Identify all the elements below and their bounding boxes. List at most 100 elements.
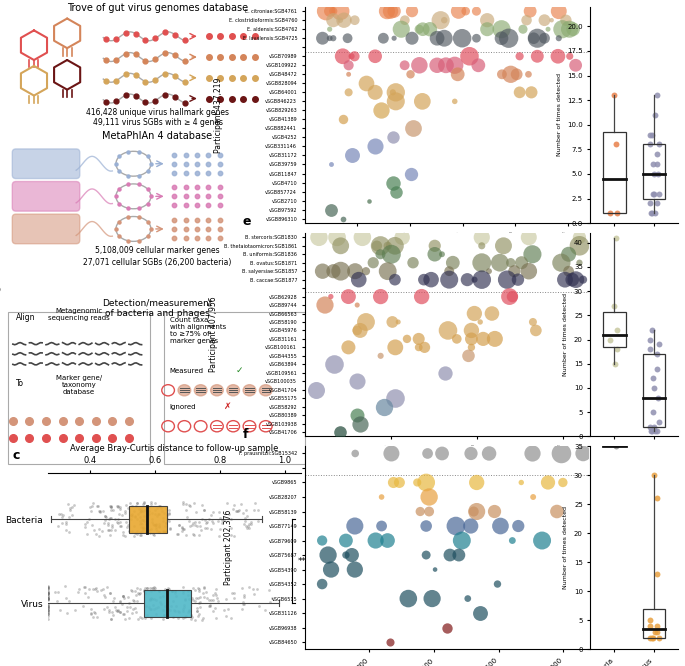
- Point: [123, 591, 134, 602]
- Point: [159, 609, 170, 620]
- Point: [164, 524, 175, 535]
- Point: [125, 602, 136, 613]
- Point: [447, 257, 458, 268]
- Point: [190, 517, 201, 527]
- Point: [199, 505, 210, 515]
- Point: [166, 601, 177, 611]
- Point: [228, 500, 239, 510]
- Point: [506, 257, 516, 268]
- Point: [574, 257, 585, 268]
- Point: [94, 523, 105, 534]
- Point: [645, 633, 656, 643]
- Point: [200, 515, 211, 525]
- Point: [138, 521, 149, 532]
- Point: [201, 517, 212, 528]
- Point: [401, 334, 412, 344]
- Point: [644, 621, 655, 631]
- Point: [42, 587, 53, 597]
- Point: [527, 316, 538, 327]
- Point: [140, 583, 151, 593]
- Point: [192, 583, 203, 593]
- Point: [88, 606, 99, 617]
- Point: [55, 605, 66, 615]
- Point: [390, 87, 401, 98]
- Point: [42, 593, 53, 603]
- Point: [227, 587, 238, 598]
- Point: [503, 33, 514, 43]
- Point: [571, 274, 582, 285]
- Point: [346, 51, 357, 61]
- Point: [653, 339, 664, 350]
- Point: [160, 517, 171, 528]
- Point: [203, 601, 214, 611]
- Point: [556, 448, 567, 459]
- Point: [153, 585, 164, 596]
- Point: [79, 587, 90, 598]
- Point: [238, 508, 249, 519]
- Point: [648, 188, 659, 199]
- Point: [42, 611, 53, 621]
- Circle shape: [227, 385, 240, 396]
- Point: [504, 291, 515, 302]
- Point: [106, 521, 117, 532]
- Point: [610, 358, 621, 369]
- Point: [57, 518, 68, 529]
- Point: [157, 591, 168, 601]
- Point: [129, 511, 140, 521]
- Point: [133, 509, 144, 519]
- Point: [164, 523, 175, 533]
- Point: [42, 588, 53, 599]
- Text: Measured: Measured: [170, 368, 203, 374]
- Point: [243, 522, 254, 533]
- Point: [166, 586, 177, 597]
- Point: [551, 506, 562, 517]
- Point: [131, 498, 142, 509]
- Point: [111, 605, 122, 616]
- Point: [387, 87, 398, 98]
- Point: [195, 521, 206, 531]
- Point: [146, 603, 157, 614]
- Point: [107, 595, 118, 606]
- Point: [121, 602, 132, 613]
- Point: [58, 509, 68, 520]
- Point: [225, 613, 236, 623]
- Point: [368, 257, 379, 268]
- Point: [115, 607, 126, 617]
- Point: [49, 587, 60, 597]
- Point: [212, 515, 223, 526]
- Point: [335, 15, 346, 25]
- Point: [163, 515, 174, 526]
- Point: [168, 595, 179, 606]
- Point: [651, 621, 662, 631]
- Point: [42, 614, 53, 625]
- Point: [42, 593, 53, 604]
- Point: [645, 615, 656, 625]
- Point: [390, 342, 401, 353]
- Point: [170, 586, 181, 597]
- Point: [382, 240, 393, 251]
- Text: 416,428 unique virus hallmark genes: 416,428 unique virus hallmark genes: [86, 108, 229, 117]
- Point: [42, 582, 53, 593]
- Point: [117, 590, 128, 601]
- Point: [228, 530, 239, 541]
- Point: [651, 493, 662, 503]
- Point: [203, 514, 214, 525]
- Point: [42, 606, 53, 617]
- Point: [161, 517, 172, 528]
- Point: [186, 611, 197, 622]
- Point: [456, 535, 467, 546]
- Point: [42, 599, 53, 610]
- Point: [337, 51, 348, 61]
- Point: [349, 564, 360, 575]
- Point: [101, 601, 112, 612]
- Point: [421, 521, 432, 531]
- Point: [338, 15, 349, 25]
- Point: [649, 168, 660, 179]
- Point: [153, 509, 164, 519]
- Point: [84, 584, 95, 595]
- Point: [103, 606, 114, 617]
- Point: [267, 593, 278, 603]
- Point: [337, 114, 348, 125]
- Point: [53, 508, 64, 519]
- Point: [227, 503, 238, 514]
